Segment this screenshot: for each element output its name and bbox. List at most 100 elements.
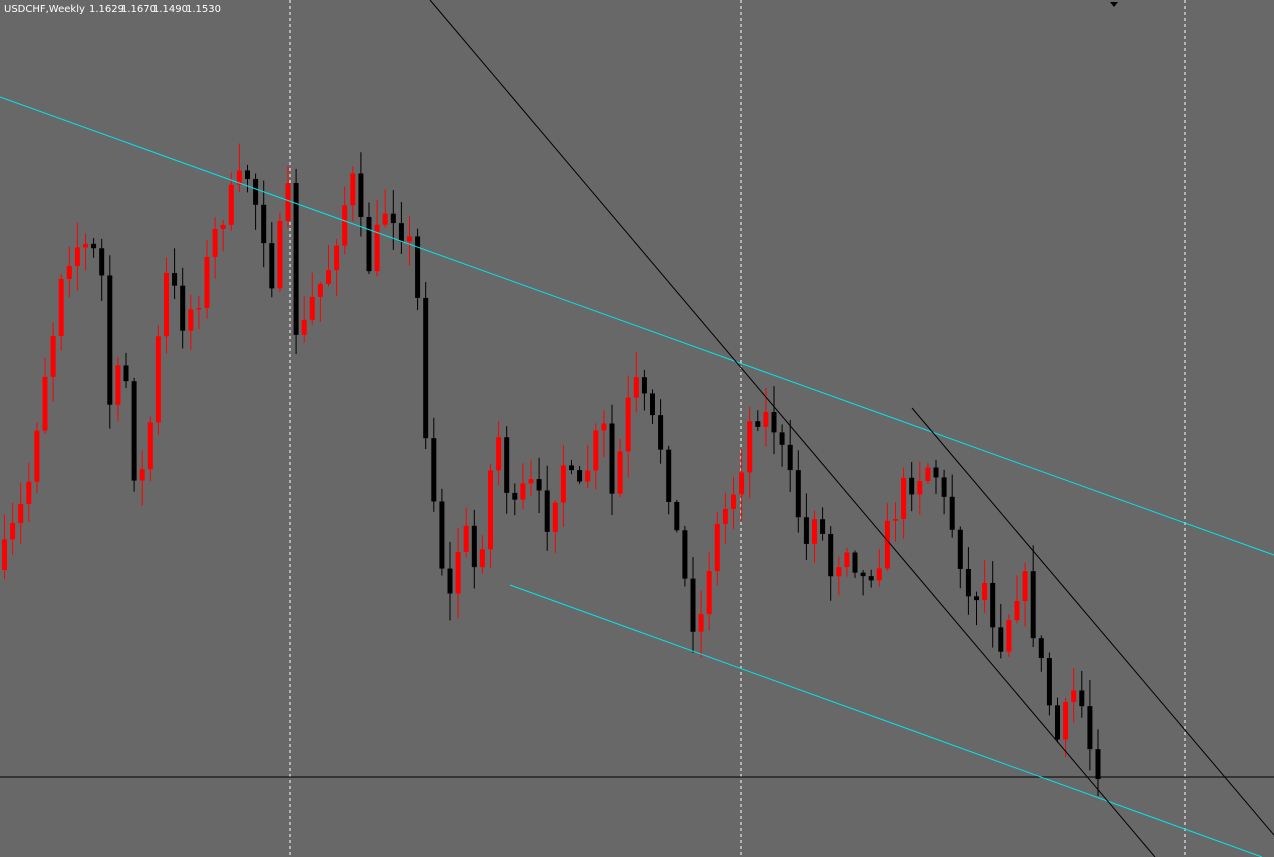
candle-body: [164, 272, 169, 337]
symbol-label: USDCHF,Weekly: [4, 4, 85, 15]
candle-body: [965, 568, 971, 597]
candle-body: [552, 502, 558, 532]
candle-body: [228, 184, 234, 225]
candle-body: [455, 551, 461, 594]
candle-body: [868, 576, 874, 581]
trend-line: [429, 0, 1156, 857]
candle-body: [1022, 571, 1028, 602]
candle-body: [609, 423, 615, 494]
candle-body: [828, 533, 834, 577]
candle-body: [714, 523, 720, 572]
candle-body: [836, 567, 842, 577]
candle-body: [536, 479, 542, 491]
candle-body: [334, 245, 340, 271]
channel-upper: [0, 96, 1274, 556]
candle-body: [601, 423, 607, 431]
candle-body: [698, 614, 704, 632]
candle-body: [909, 477, 915, 495]
candle-body: [1038, 638, 1044, 659]
candle-body: [431, 438, 437, 502]
candle-body: [844, 552, 850, 568]
candle-body: [787, 444, 793, 471]
candle-body: [293, 183, 299, 335]
close-price: 1.1530: [186, 4, 221, 15]
candle-body: [803, 517, 809, 544]
shift-marker: [1110, 2, 1118, 7]
candle-body: [1006, 620, 1012, 652]
candle-body: [925, 467, 931, 482]
candle-body: [755, 421, 761, 427]
candle-body: [779, 432, 785, 445]
trend-line: [911, 407, 1274, 836]
candle-body: [1055, 705, 1060, 740]
candle-body: [479, 549, 485, 568]
candle-body: [447, 568, 453, 594]
candle-body: [876, 568, 882, 581]
candle-body: [593, 430, 599, 471]
candle-body: [674, 502, 680, 531]
candle-body: [974, 596, 979, 601]
candle-body: [10, 523, 16, 540]
candle-body: [884, 520, 890, 569]
candle-body: [42, 376, 48, 431]
candle-body: [245, 170, 250, 179]
candle-body: [236, 170, 242, 185]
candle-body: [155, 336, 161, 423]
candle-body: [107, 275, 113, 405]
candle-body: [795, 470, 801, 518]
candle-body: [650, 393, 655, 416]
candle-body: [666, 449, 672, 503]
candle-body: [560, 465, 566, 503]
candle-body: [633, 377, 639, 398]
candle-body: [949, 496, 955, 530]
candle-body: [504, 437, 510, 493]
candle-body: [415, 236, 421, 298]
candles: [2, 143, 1101, 797]
candle-body: [139, 469, 145, 481]
candle-body: [99, 248, 105, 276]
candle-body: [91, 243, 97, 249]
candle-body: [577, 470, 583, 482]
candle-body: [722, 508, 728, 524]
candle-body: [188, 309, 194, 331]
candle-body: [471, 525, 477, 568]
candle-body: [204, 256, 210, 308]
candle-body: [528, 479, 534, 484]
candle-body: [277, 220, 283, 289]
candle-body: [398, 223, 404, 242]
candle-body: [285, 183, 291, 221]
candle-body: [34, 430, 40, 482]
candle-body: [520, 483, 526, 500]
candle-body: [26, 481, 32, 504]
candle-body: [2, 539, 7, 570]
candle-body: [407, 236, 412, 242]
candle-body: [852, 552, 858, 573]
candle-body: [253, 178, 259, 205]
candle-body: [731, 494, 736, 509]
candle-body: [512, 492, 518, 500]
candle-body: [990, 582, 996, 628]
candle-body: [941, 477, 947, 497]
candle-body: [123, 365, 129, 382]
candle-body: [382, 213, 388, 225]
candle-body: [220, 224, 226, 229]
candle-body: [625, 397, 631, 452]
candle-body: [682, 530, 688, 579]
candle-body: [261, 204, 267, 244]
candle-body: [585, 470, 591, 482]
candle-body: [812, 519, 817, 544]
candle-body: [1095, 749, 1101, 780]
candle-body: [350, 173, 356, 206]
candle-body: [423, 297, 429, 439]
candle-body: [269, 243, 275, 289]
channel-lower: [509, 584, 1263, 857]
candle-body: [1079, 690, 1085, 707]
candle-body: [739, 472, 745, 495]
candle-body: [982, 582, 988, 601]
candle-body: [326, 270, 331, 284]
candle-body: [309, 296, 315, 320]
candle-body: [147, 422, 153, 470]
candle-body: [690, 578, 696, 632]
candle-body: [439, 501, 445, 569]
candle-body: [83, 243, 88, 248]
